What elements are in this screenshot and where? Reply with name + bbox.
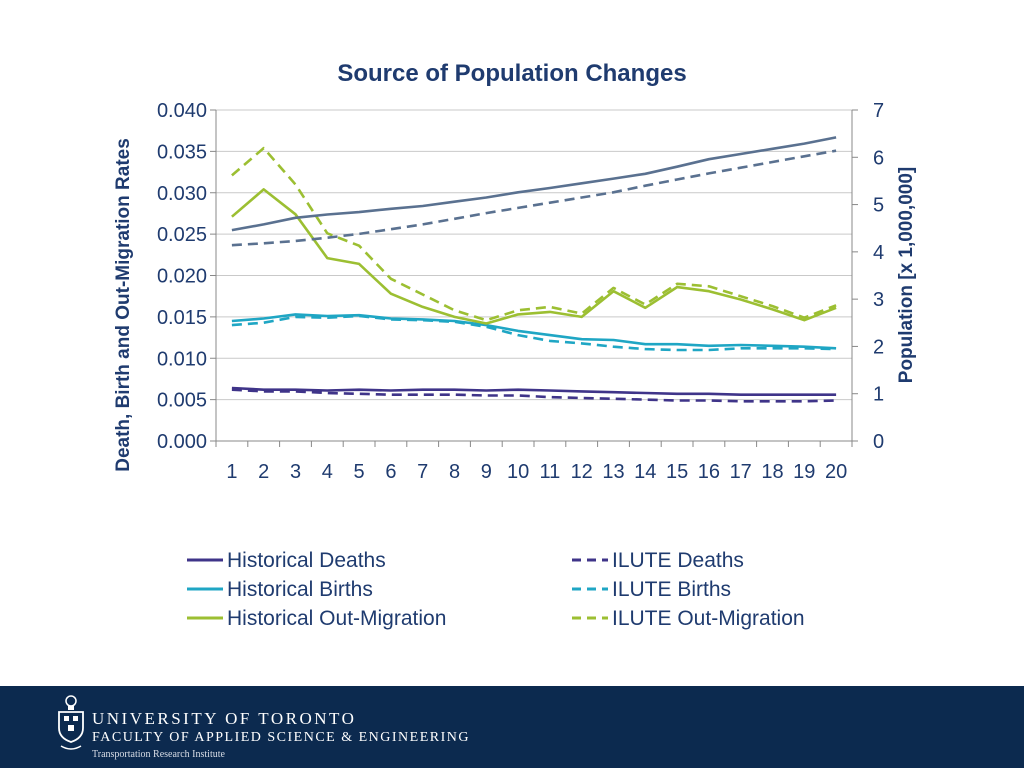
legend-item-historical-deaths: Historical Deaths (187, 549, 386, 572)
x-tick-label-12: 12 (571, 461, 593, 483)
left-tick-label-8: 0.040 (157, 100, 207, 122)
x-tick-label-2: 2 (258, 461, 269, 483)
legend: Historical Deaths ILUTE Deaths Historical … (187, 549, 805, 630)
series-lines (231, 136, 837, 403)
series-line-ilute-deaths (231, 388, 837, 403)
right-tick-label-0: 0 (873, 431, 884, 453)
series-line-historical-deaths (231, 386, 837, 397)
right-tick-label-2: 2 (873, 336, 884, 358)
x-tick-label-19: 19 (793, 461, 815, 483)
x-tick-label-4: 4 (322, 461, 333, 483)
left-tick-label-2: 0.010 (157, 348, 207, 370)
left-axis-title: Death, Birth and Out-Migration Rates (113, 138, 134, 472)
left-tick-label-6: 0.030 (157, 183, 207, 205)
right-tick-label-1: 1 (873, 384, 884, 406)
right-tick-label-6: 6 (873, 147, 884, 169)
series-line-ilute-population (231, 149, 837, 247)
x-tick-label-10: 10 (507, 461, 529, 483)
legend-item-historical-out-migration: Historical Out-Migration (187, 607, 446, 630)
legend-item-ilute-deaths: ILUTE Deaths (572, 549, 744, 572)
legend-item-ilute-out-migration: ILUTE Out-Migration (572, 607, 805, 630)
x-tick-label-3: 3 (290, 461, 301, 483)
university-crest-icon (58, 695, 84, 750)
x-tick-label-15: 15 (666, 461, 688, 483)
x-tick-label-1: 1 (226, 461, 237, 483)
right-tick-label-7: 7 (873, 100, 884, 122)
series-line-historical-population (231, 136, 837, 232)
legend-label-ilute-births: ILUTE Births (612, 578, 731, 601)
legend-label-ilute-out-migration: ILUTE Out-Migration (612, 607, 805, 630)
legend-item-historical-births: Historical Births (187, 578, 373, 601)
series-line-ilute-births (231, 314, 837, 352)
right-tick-label-5: 5 (873, 195, 884, 217)
institute-name: Transportation Research Institute (92, 749, 225, 760)
university-name: UNIVERSITY OF TORONTO (92, 709, 357, 728)
left-tick-label-7: 0.035 (157, 141, 207, 163)
gridlines (216, 109, 852, 401)
x-tick-label-17: 17 (730, 461, 752, 483)
x-tick-label-14: 14 (634, 461, 656, 483)
x-tick-label-8: 8 (449, 461, 460, 483)
x-tick-label-20: 20 (825, 461, 847, 483)
legend-label-ilute-deaths: ILUTE Deaths (612, 549, 744, 572)
legend-item-ilute-births: ILUTE Births (572, 578, 731, 601)
left-tick-label-3: 0.015 (157, 307, 207, 329)
left-tick-label-5: 0.025 (157, 224, 207, 246)
legend-label-historical-births: Historical Births (227, 578, 373, 601)
legend-label-historical-out-migration: Historical Out-Migration (227, 607, 446, 630)
x-tick-label-5: 5 (354, 461, 365, 483)
x-axis-ticks: 1 2 3 4 5 6 7 8 9 10 11 12 13 14 15 16 17 18 19 20 (215, 441, 853, 483)
series-line-historical-out-migration (231, 188, 837, 325)
x-tick-label-9: 9 (481, 461, 492, 483)
footer-banner: UNIVERSITY OF TORONTO FACULTY OF APPLIED… (0, 686, 1024, 768)
x-tick-label-6: 6 (385, 461, 396, 483)
x-tick-label-7: 7 (417, 461, 428, 483)
population-changes-chart: Source of Population Changes 0.0000.0050… (113, 60, 917, 630)
left-axis-ticks: 0.000 0.005 0.010 0.015 0.020 0.025 0.030 0.035… (157, 100, 216, 453)
x-tick-label-11: 11 (540, 461, 561, 483)
x-tick-label-16: 16 (698, 461, 720, 483)
right-axis-title: Population [x 1,000,000] (896, 167, 917, 383)
left-tick-label-4: 0.020 (157, 266, 207, 288)
left-tick-label-1: 0.005 (157, 390, 207, 412)
right-axis-ticks: 0 1 2 3 4 5 6 7 (852, 100, 884, 453)
series-line-historical-births (231, 313, 837, 350)
left-tick-label-0: 0.000 (157, 431, 207, 453)
right-tick-label-3: 3 (873, 289, 884, 311)
legend-label-historical-deaths: Historical Deaths (227, 549, 386, 572)
right-tick-label-4: 4 (873, 242, 884, 264)
x-tick-label-13: 13 (602, 461, 624, 483)
chart-title: Source of Population Changes (337, 60, 686, 87)
faculty-name: FACULTY OF APPLIED SCIENCE & ENGINEERING (92, 730, 470, 745)
x-tick-label-18: 18 (761, 461, 783, 483)
